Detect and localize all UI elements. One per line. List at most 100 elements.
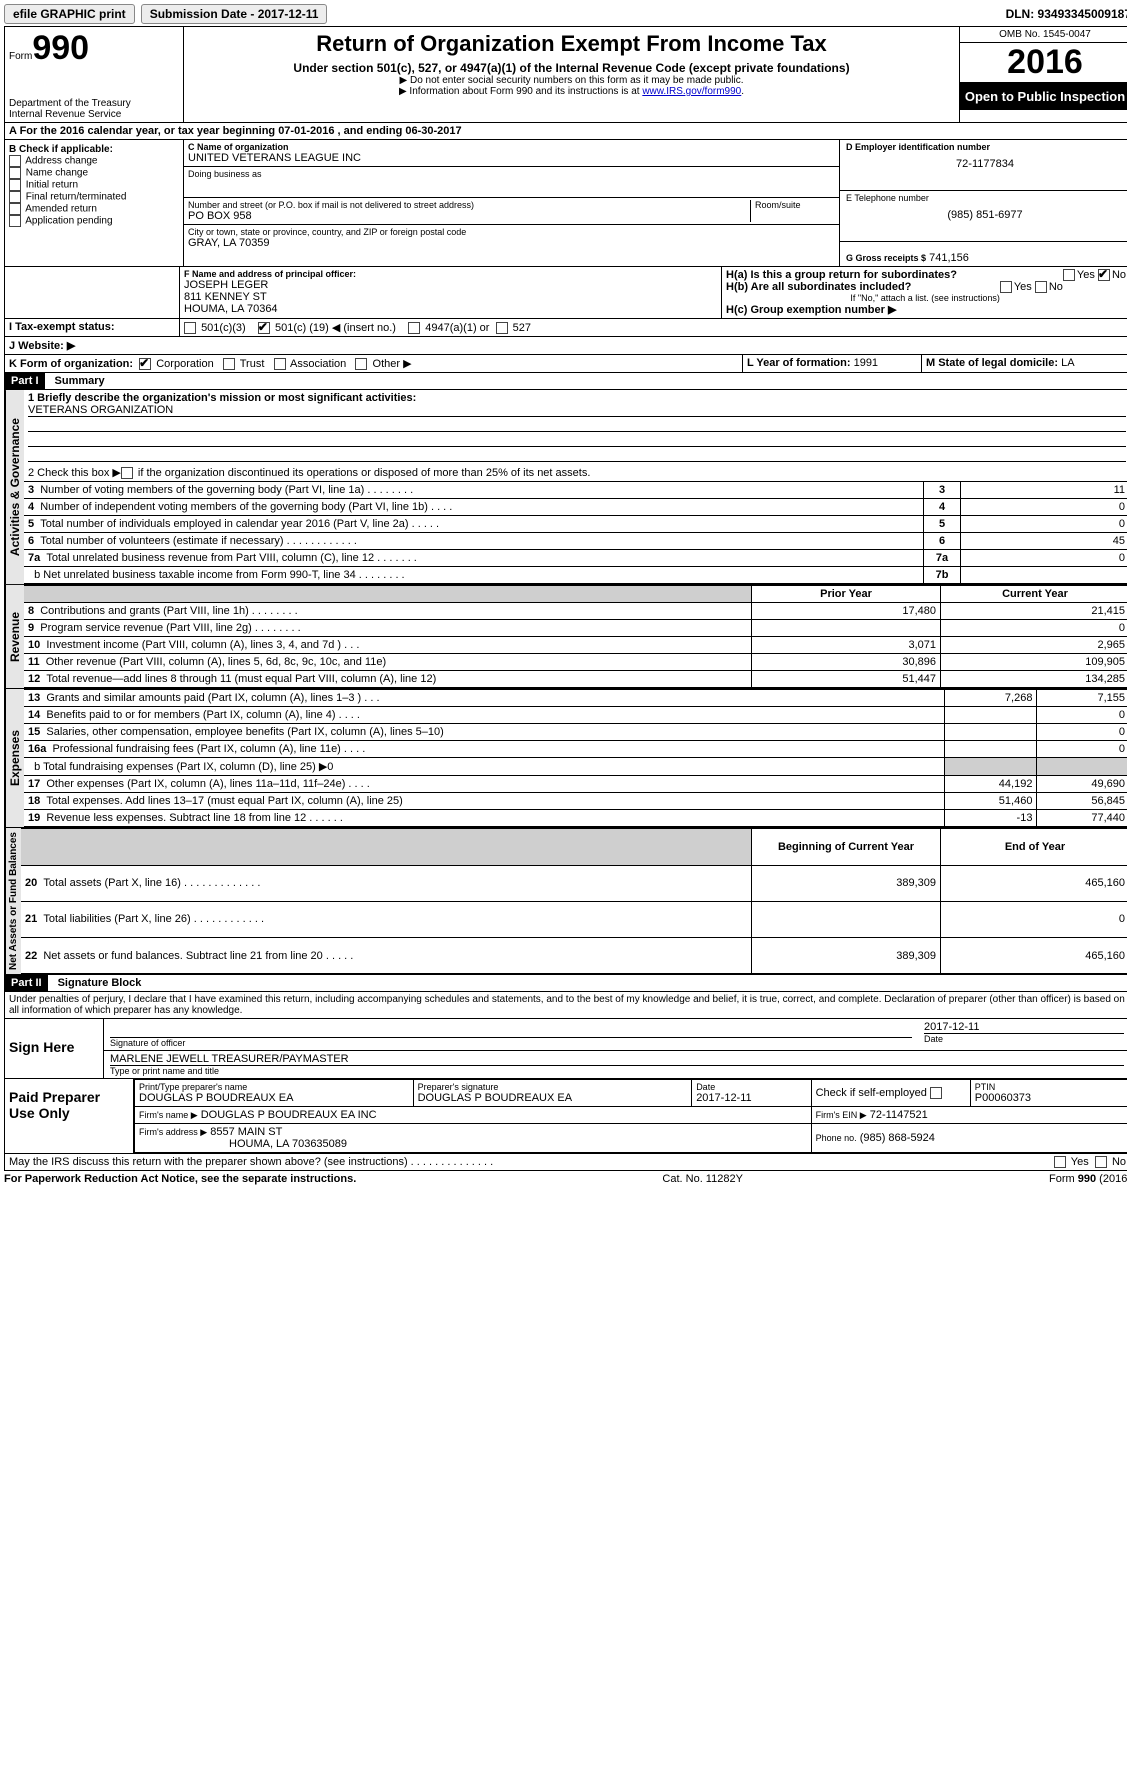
b-checkbox[interactable]	[9, 155, 21, 167]
b-checkbox[interactable]	[9, 191, 21, 203]
officer-city: HOUMA, LA 70364	[184, 303, 717, 315]
j-label: J Website: ▶	[5, 337, 1127, 354]
prep-phone: (985) 868-5924	[860, 1132, 935, 1144]
i-501c3-checkbox[interactable]	[184, 322, 196, 334]
no-label: No	[1112, 1156, 1126, 1168]
b-checkbox[interactable]	[9, 215, 21, 227]
activities-section: Activities & Governance 1 Briefly descri…	[4, 390, 1127, 585]
self-emp-checkbox[interactable]	[930, 1087, 942, 1099]
i-4947-label: 4947(a)(1) or	[425, 322, 489, 334]
ha-no-checkbox[interactable]	[1098, 269, 1110, 281]
prep-sig: DOUGLAS P BOUDREAUX EA	[418, 1092, 572, 1104]
line-a: A For the 2016 calendar year, or tax yea…	[4, 123, 1127, 140]
discuss-no-checkbox[interactable]	[1095, 1156, 1107, 1168]
k-corp-label: Corporation	[156, 358, 213, 370]
sign-here-label: Sign Here	[5, 1019, 104, 1078]
firm-name: DOUGLAS P BOUDREAUX EA INC	[201, 1109, 377, 1121]
omb-number: OMB No. 1545-0047	[960, 27, 1127, 43]
part1-header: Part I Summary	[4, 373, 1127, 390]
prep-sig-label: Preparer's signature	[418, 1082, 688, 1092]
discuss-text: May the IRS discuss this return with the…	[9, 1156, 493, 1168]
dba-label: Doing business as	[188, 169, 835, 179]
sig-officer-label: Signature of officer	[110, 1038, 912, 1048]
k-assoc-checkbox[interactable]	[274, 358, 286, 370]
i-4947-checkbox[interactable]	[408, 322, 420, 334]
q1-label: 1 Briefly describe the organization's mi…	[28, 392, 416, 404]
part2-badge: Part II	[5, 975, 48, 991]
top-bar: efile GRAPHIC print Submission Date - 20…	[4, 4, 1127, 24]
b-checkbox[interactable]	[9, 167, 21, 179]
street-value: PO BOX 958	[188, 210, 750, 222]
hb-no-checkbox[interactable]	[1035, 281, 1047, 293]
q2-checkbox[interactable]	[121, 467, 133, 479]
e-label: E Telephone number	[846, 193, 1124, 203]
i-527-checkbox[interactable]	[496, 322, 508, 334]
form-subtitle: Under section 501(c), 527, or 4947(a)(1)…	[192, 61, 951, 75]
yes-label: Yes	[1077, 269, 1095, 281]
expenses-section: Expenses 13 Grants and similar amounts p…	[4, 689, 1127, 828]
irs-link[interactable]: www.IRS.gov/form990	[642, 86, 741, 97]
b-checkbox[interactable]	[9, 203, 21, 215]
room-label: Room/suite	[750, 200, 835, 222]
l-value: 1991	[854, 357, 878, 369]
street-label: Number and street (or P.O. box if mail i…	[188, 200, 750, 210]
info-prefix: ▶ Information about Form 990 and its ins…	[399, 86, 642, 97]
ha-question: H(a) Is this a group return for subordin…	[726, 269, 957, 281]
k-assoc-label: Association	[290, 358, 346, 370]
sign-here-section: Sign Here Signature of officer 2017-12-1…	[4, 1019, 1127, 1079]
part2-title: Signature Block	[48, 977, 142, 989]
k-label: K Form of organization:	[9, 358, 133, 370]
officer-name: JOSEPH LEGER	[184, 279, 717, 291]
header-right-box: OMB No. 1545-0047 2016 Open to Public In…	[959, 27, 1127, 122]
dln-label: DLN: 93493345009187	[1006, 7, 1127, 21]
expenses-table: 13 Grants and similar amounts paid (Part…	[24, 689, 1127, 827]
b-label: B Check if applicable:	[9, 144, 179, 155]
i-501c3-label: 501(c)(3)	[201, 322, 246, 334]
paid-preparer-section: Paid Preparer Use Only Print/Type prepar…	[4, 1079, 1127, 1154]
k-corp-checkbox[interactable]	[139, 358, 151, 370]
firm-ein: 72-1147521	[870, 1109, 928, 1121]
h-note: If "No," attach a list. (see instruction…	[726, 293, 1126, 303]
form-header: Form990 Department of the Treasury Inter…	[4, 26, 1127, 123]
discuss-row: May the IRS discuss this return with the…	[4, 1154, 1127, 1171]
line-k-l-m: K Form of organization: Corporation Trus…	[4, 355, 1127, 373]
footer-left: For Paperwork Reduction Act Notice, see …	[4, 1173, 356, 1185]
ssn-warning: ▶ Do not enter social security numbers o…	[192, 75, 951, 86]
m-value: LA	[1061, 357, 1074, 369]
prep-date: 2017-12-11	[696, 1092, 751, 1104]
no-label: No	[1112, 269, 1126, 281]
i-501c-num: 19	[313, 322, 325, 334]
hb-yes-checkbox[interactable]	[1000, 281, 1012, 293]
h-a: H(a) Is this a group return for subordin…	[726, 269, 1126, 281]
k-trust-label: Trust	[240, 358, 265, 370]
b-item: Address change	[9, 155, 179, 167]
k-trust-checkbox[interactable]	[223, 358, 235, 370]
q2-prefix: 2 Check this box ▶	[28, 467, 121, 479]
g-label: G Gross receipts $	[846, 253, 926, 263]
activities-table: 3 Number of voting members of the govern…	[24, 481, 1127, 584]
city-label: City or town, state or province, country…	[188, 227, 835, 237]
ha-yes-checkbox[interactable]	[1063, 269, 1075, 281]
k-other-checkbox[interactable]	[355, 358, 367, 370]
sig-date-label: Date	[924, 1033, 1124, 1044]
officer-typed-name: MARLENE JEWELL TREASURER/PAYMASTER	[110, 1053, 1124, 1066]
b-checkbox[interactable]	[9, 179, 21, 191]
officer-street: 811 KENNEY ST	[184, 291, 717, 303]
firm-addr1: 8557 MAIN ST	[210, 1126, 282, 1138]
blank-line	[28, 447, 1126, 462]
i-501c-checkbox[interactable]	[258, 322, 270, 334]
line-a-text: A For the 2016 calendar year, or tax yea…	[5, 123, 466, 139]
prep-date-label: Date	[696, 1082, 806, 1092]
ptin-label: PTIN	[975, 1082, 1125, 1092]
netassets-vlabel: Net Assets or Fund Balances	[5, 828, 21, 974]
header-title-box: Return of Organization Exempt From Incom…	[184, 27, 959, 122]
discuss-yes-checkbox[interactable]	[1054, 1156, 1066, 1168]
efile-print-button[interactable]: efile GRAPHIC print	[4, 4, 135, 24]
yes-label: Yes	[1071, 1156, 1089, 1168]
form-number-box: Form990 Department of the Treasury Inter…	[5, 27, 184, 122]
q2-suffix: if the organization discontinued its ope…	[135, 467, 591, 479]
firm-addr2: HOUMA, LA 703635089	[139, 1138, 347, 1150]
i-527-label: 527	[513, 322, 531, 334]
line-j: J Website: ▶	[4, 337, 1127, 355]
submission-button[interactable]: Submission Date - 2017-12-11	[141, 4, 328, 24]
